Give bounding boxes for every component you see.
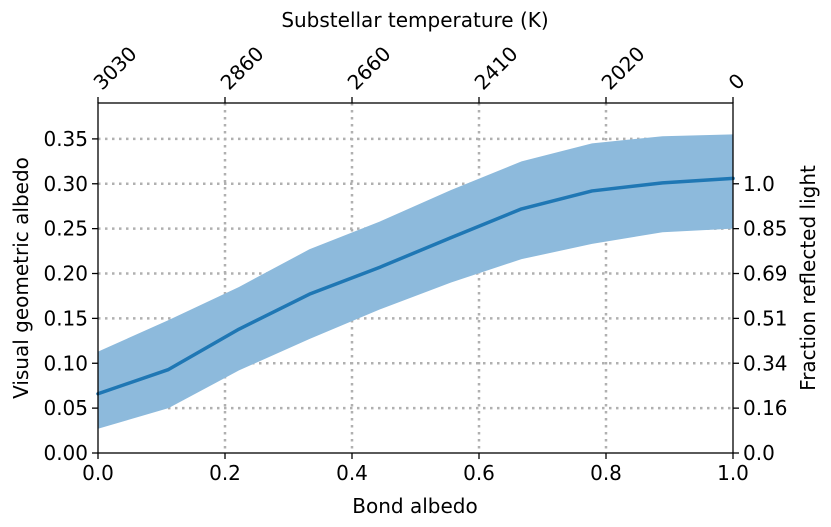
y-tick-label: 0.00 — [43, 441, 88, 465]
band-layer — [98, 134, 733, 429]
x-tick-label: 0.8 — [590, 461, 622, 485]
x-tick-label: 0.0 — [82, 461, 114, 485]
uncertainty-band — [98, 134, 733, 429]
frame-layer — [92, 97, 739, 459]
label-layer: Bond albedo Substellar temperature (K) V… — [9, 8, 820, 518]
y-tick-label: 0.15 — [43, 306, 88, 330]
y-tick-label: 0.05 — [43, 396, 88, 420]
x-tick-label: 0.2 — [209, 461, 241, 485]
top-tick-label: 3030 — [89, 42, 142, 95]
right-tick-label: 0.16 — [743, 396, 788, 420]
plot-frame — [97, 102, 734, 454]
top-tick-label: 2860 — [216, 42, 269, 95]
right-tick-label: 0.0 — [743, 441, 775, 465]
top-tick-label: 2020 — [597, 42, 650, 95]
top-tick-label: 0 — [724, 69, 750, 95]
y-tick-label: 0.20 — [43, 262, 88, 286]
x-tick-label: 1.0 — [717, 461, 749, 485]
right-tick-label: 0.34 — [743, 351, 788, 375]
right-tick-label: 0.69 — [743, 262, 788, 286]
y-tick-label: 0.30 — [43, 172, 88, 196]
right-tick-label: 0.85 — [743, 217, 788, 241]
x-tick-label: 0.6 — [463, 461, 495, 485]
right-tick-label: 0.51 — [743, 306, 788, 330]
line-layer — [96, 176, 735, 396]
y-tick-label: 0.25 — [43, 217, 88, 241]
top-tick-label: 2410 — [470, 42, 523, 95]
y-tick-label: 0.10 — [43, 351, 88, 375]
y-axis-title: Visual geometric albedo — [9, 157, 33, 399]
x-axis-title: Bond albedo — [352, 494, 477, 518]
right-axis-title: Fraction reflected light — [796, 165, 820, 391]
y-tick-label: 0.35 — [43, 127, 88, 151]
x-tick-label: 0.4 — [336, 461, 368, 485]
albedo-line — [96, 176, 735, 396]
right-tick-label: 1.0 — [743, 172, 775, 196]
top-axis-title: Substellar temperature (K) — [281, 8, 548, 32]
top-tick-label: 2660 — [343, 42, 396, 95]
